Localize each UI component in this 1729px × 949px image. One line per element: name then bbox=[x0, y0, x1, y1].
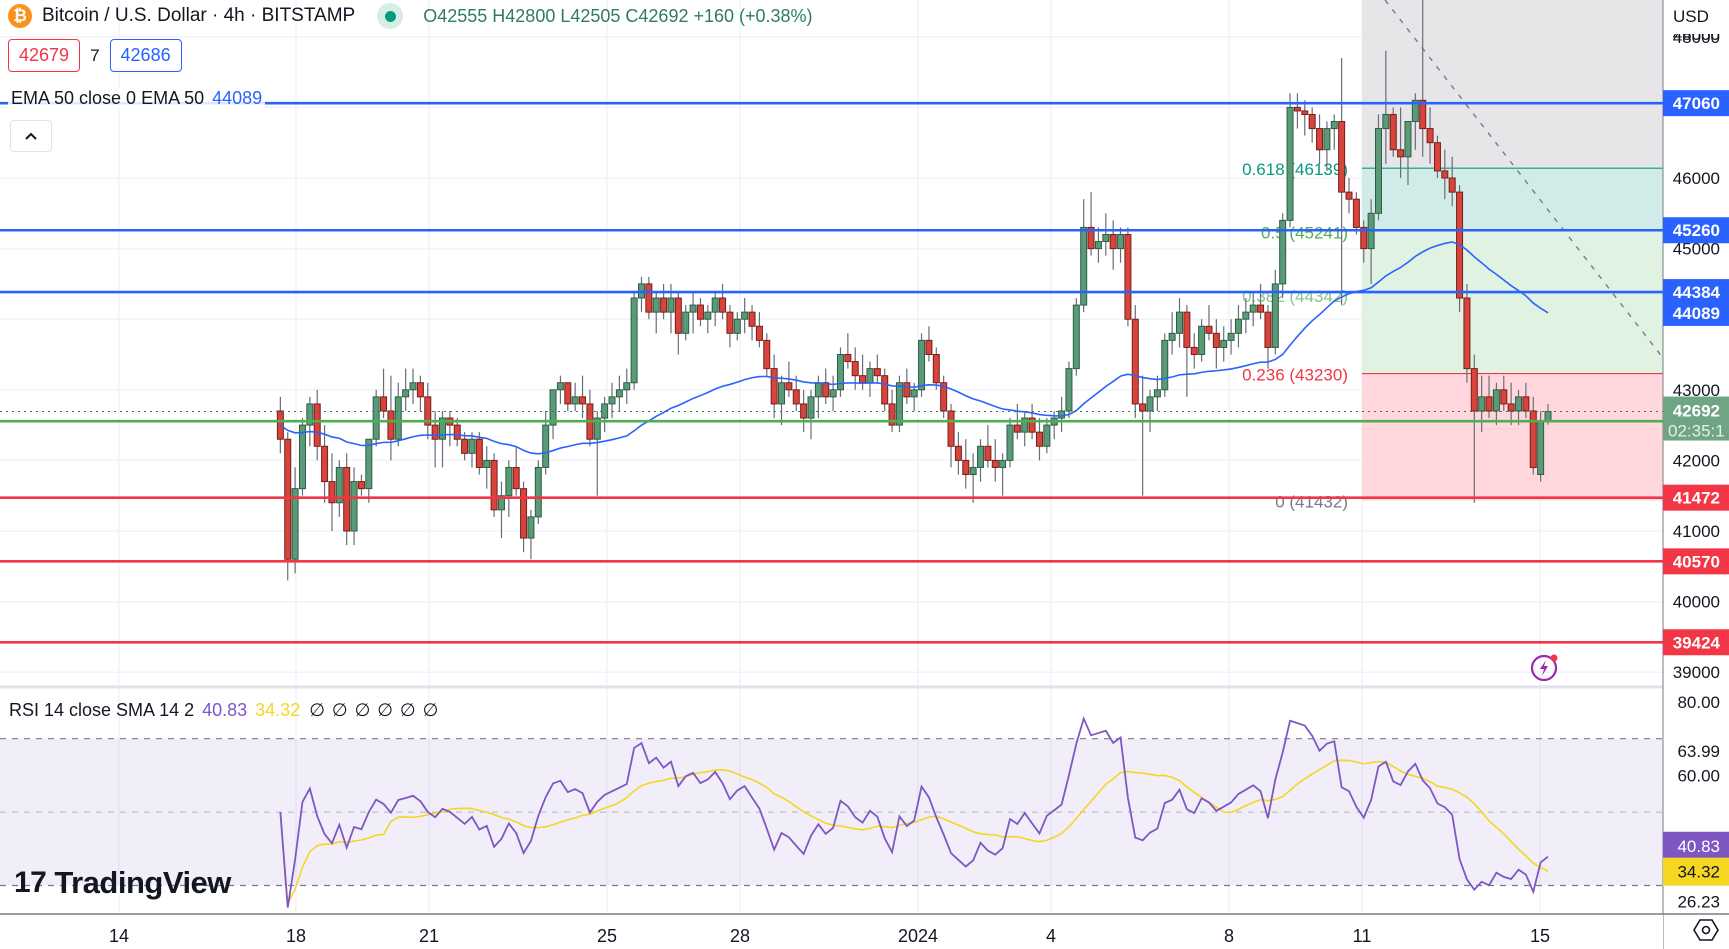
lightning-alert-icon[interactable] bbox=[1530, 652, 1560, 682]
svg-text:42000: 42000 bbox=[1673, 451, 1720, 470]
svg-text:4: 4 bbox=[1046, 926, 1056, 946]
rsi-legend[interactable]: RSI 14 close SMA 14 2 40.83 34.32 ∅ ∅ ∅ ∅ ∅… bbox=[9, 700, 439, 721]
sell-button[interactable]: 42679 bbox=[8, 39, 81, 72]
svg-text:42692: 42692 bbox=[1673, 402, 1720, 421]
logo-text: TradingView bbox=[54, 865, 231, 900]
ohlc-values: O42555 H42800 L42505 C42692 +160 (+0.38%… bbox=[423, 5, 813, 26]
svg-text:45260: 45260 bbox=[1673, 221, 1720, 240]
ema-value: 44089 bbox=[212, 88, 263, 108]
buy-button[interactable]: 42686 bbox=[109, 39, 182, 72]
svg-text:0.236 (43230): 0.236 (43230) bbox=[1242, 366, 1348, 385]
svg-text:18: 18 bbox=[286, 926, 306, 946]
market-open-dot-icon bbox=[377, 3, 404, 29]
svg-text:44089: 44089 bbox=[1673, 304, 1720, 323]
svg-text:41000: 41000 bbox=[1673, 522, 1720, 541]
rsi-label: RSI 14 close SMA 14 2 bbox=[9, 700, 195, 720]
svg-text:40000: 40000 bbox=[1673, 593, 1720, 612]
ema-legend[interactable]: EMA 50 close 0 EMA 50 44089 bbox=[8, 88, 266, 109]
symbol-title[interactable]: Bitcoin / U.S. Dollar · 4h · BITSTAMP bbox=[42, 5, 356, 26]
trade-panel: 42679 7 42686 bbox=[8, 39, 182, 72]
chevron-up-icon bbox=[25, 132, 37, 140]
svg-text:0.5 (45241): 0.5 (45241) bbox=[1261, 224, 1348, 243]
svg-text:0.618 (46139): 0.618 (46139) bbox=[1242, 160, 1348, 179]
svg-text:39000: 39000 bbox=[1673, 663, 1720, 682]
bitcoin-icon: ₿ bbox=[8, 4, 32, 28]
currency-button[interactable]: USD bbox=[1665, 0, 1729, 34]
svg-text:80.00: 80.00 bbox=[1677, 693, 1720, 712]
svg-text:40.83: 40.83 bbox=[1677, 837, 1720, 856]
svg-text:43000: 43000 bbox=[1673, 381, 1720, 400]
svg-text:41472: 41472 bbox=[1673, 489, 1720, 508]
svg-text:8: 8 bbox=[1224, 926, 1234, 946]
rsi-empty-values: ∅ ∅ ∅ ∅ ∅ ∅ bbox=[309, 700, 440, 720]
svg-text:45000: 45000 bbox=[1673, 240, 1720, 259]
svg-text:44384: 44384 bbox=[1673, 283, 1721, 302]
svg-text:14: 14 bbox=[109, 926, 129, 946]
svg-text:63.99: 63.99 bbox=[1677, 742, 1720, 761]
svg-text:39424: 39424 bbox=[1673, 633, 1721, 652]
svg-text:47060: 47060 bbox=[1673, 94, 1720, 113]
svg-text:0 (41432): 0 (41432) bbox=[1275, 493, 1348, 512]
svg-text:26.23: 26.23 bbox=[1677, 892, 1720, 911]
svg-text:34.32: 34.32 bbox=[1677, 863, 1720, 882]
svg-text:46000: 46000 bbox=[1673, 169, 1720, 188]
svg-text:28: 28 bbox=[730, 926, 750, 946]
settings-icon[interactable] bbox=[1693, 917, 1719, 943]
svg-text:02:35:1: 02:35:1 bbox=[1668, 422, 1725, 441]
tradingview-logo[interactable]: 17 TradingView bbox=[14, 865, 231, 901]
rsi-sma-value: 34.32 bbox=[255, 700, 301, 720]
logo-mark: 17 bbox=[14, 866, 47, 899]
symbol-legend: ₿ Bitcoin / U.S. Dollar · 4h · BITSTAMP … bbox=[8, 3, 813, 29]
svg-text:15: 15 bbox=[1530, 926, 1550, 946]
svg-text:40570: 40570 bbox=[1673, 552, 1720, 571]
spread-value: 7 bbox=[90, 45, 100, 65]
svg-text:2024: 2024 bbox=[898, 926, 938, 946]
svg-text:25: 25 bbox=[597, 926, 617, 946]
ema-label: EMA 50 close 0 EMA 50 bbox=[11, 88, 205, 108]
svg-text:60.00: 60.00 bbox=[1677, 766, 1720, 785]
svg-text:11: 11 bbox=[1353, 926, 1372, 946]
rsi-value: 40.83 bbox=[202, 700, 248, 720]
svg-text:21: 21 bbox=[419, 926, 439, 946]
collapse-legend-button[interactable] bbox=[10, 120, 52, 152]
